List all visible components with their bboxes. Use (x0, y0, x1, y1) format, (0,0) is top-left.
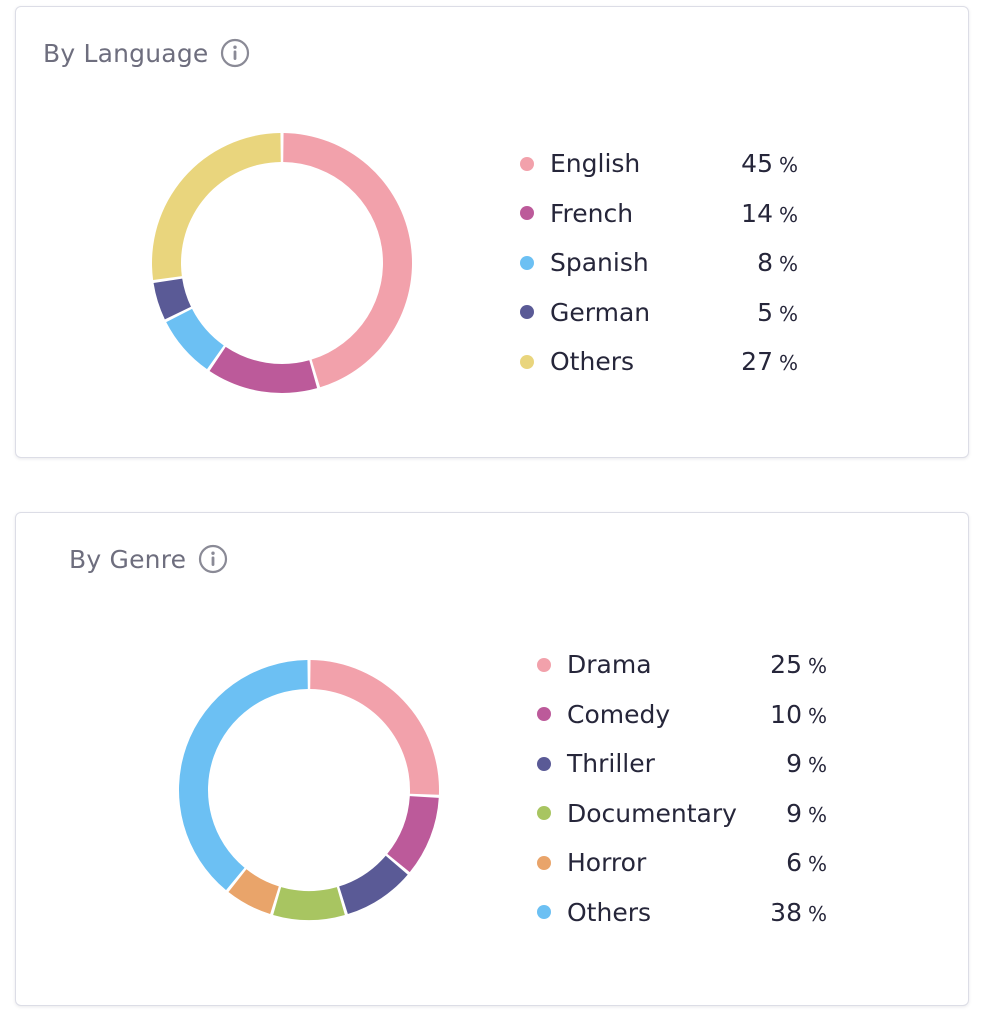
legend-value: 45% (741, 149, 798, 178)
legend-value-number: 9 (786, 798, 802, 828)
legend-value-unit: % (807, 901, 827, 926)
legend-value-unit: % (807, 802, 827, 827)
legend-value-unit: % (778, 252, 798, 277)
legend-item-others[interactable]: Others 27% (520, 337, 798, 387)
legend-label: Documentary (567, 798, 737, 828)
legend-item-documentary[interactable]: Documentary 9% (537, 789, 827, 839)
legend-value-unit: % (807, 654, 827, 679)
legend-value-number: 25 (770, 650, 802, 680)
donut-slice-spanish[interactable] (166, 308, 224, 370)
legend-value-number: 8 (757, 248, 773, 278)
legend-value-number: 6 (786, 848, 802, 878)
language-card: By Language English 45% French 14% Spanish 8%… (15, 6, 969, 458)
legend-value: 9% (786, 799, 827, 828)
legend-value-number: 9 (786, 749, 802, 779)
legend-item-drama[interactable]: Drama 25% (537, 640, 827, 690)
donut-slice-thriller[interactable] (339, 855, 408, 915)
legend-swatch (520, 305, 534, 320)
legend-value-unit: % (778, 202, 798, 227)
legend-value-unit: % (778, 351, 798, 376)
legend-value: 5% (757, 298, 798, 327)
legend-label: Spanish (550, 248, 649, 278)
donut-slice-german[interactable] (153, 278, 191, 320)
legend-value: 10% (770, 700, 827, 729)
language-card-title: By Language (43, 38, 209, 68)
legend-item-english[interactable]: English 45% (520, 139, 798, 189)
legend-value: 38% (770, 898, 827, 927)
genre-legend: Drama 25% Comedy 10% Thriller 9% Documentary 9%… (537, 640, 827, 937)
legend-value-number: 10 (770, 699, 802, 729)
legend-label: German (550, 297, 651, 327)
legend-value-unit: % (807, 753, 827, 778)
legend-swatch (537, 905, 551, 920)
legend-value: 25% (770, 650, 827, 679)
donut-slice-comedy[interactable] (387, 796, 439, 873)
legend-value-unit: % (778, 153, 798, 178)
legend-value: 6% (786, 848, 827, 877)
legend-item-horror[interactable]: Horror 6% (537, 838, 827, 888)
legend-value: 27% (741, 347, 798, 376)
legend-swatch (537, 806, 551, 821)
legend-label: Drama (567, 650, 652, 680)
legend-value: 9% (786, 749, 827, 778)
legend-item-spanish[interactable]: Spanish 8% (520, 238, 798, 288)
genre-card-header: By Genre (69, 544, 228, 574)
legend-value-number: 38 (770, 897, 802, 927)
genre-donut-chart (179, 660, 439, 920)
legend-label: English (550, 149, 641, 179)
legend-value-number: 5 (757, 297, 773, 327)
genre-card-title: By Genre (69, 544, 187, 574)
legend-label: Others (567, 897, 652, 927)
legend-value-number: 45 (741, 149, 773, 179)
legend-swatch (537, 756, 551, 771)
info-icon[interactable] (198, 544, 228, 574)
legend-swatch (537, 855, 551, 870)
legend-value-unit: % (778, 301, 798, 326)
legend-item-thriller[interactable]: Thriller 9% (537, 739, 827, 789)
legend-label: French (550, 198, 634, 228)
legend-value: 8% (757, 248, 798, 277)
legend-swatch (520, 156, 534, 171)
legend-item-german[interactable]: German 5% (520, 288, 798, 338)
legend-item-comedy[interactable]: Comedy 10% (537, 690, 827, 740)
legend-value: 14% (741, 199, 798, 228)
legend-value-number: 14 (741, 198, 773, 228)
legend-label: Others (550, 347, 635, 377)
donut-slice-others[interactable] (152, 133, 281, 280)
legend-swatch (537, 657, 551, 672)
donut-slice-horror[interactable] (228, 869, 279, 915)
legend-swatch (537, 707, 551, 722)
donut-slice-drama[interactable] (310, 660, 439, 795)
legend-item-others[interactable]: Others 38% (537, 888, 827, 938)
legend-value-number: 27 (741, 347, 773, 377)
donut-slice-others[interactable] (179, 660, 308, 891)
legend-swatch (520, 206, 534, 221)
language-donut-chart (152, 133, 412, 393)
legend-value-unit: % (807, 703, 827, 728)
legend-label: Horror (567, 848, 647, 878)
genre-card: By Genre Drama 25% Comedy 10% Thriller 9% Docu… (15, 512, 969, 1006)
legend-label: Comedy (567, 699, 671, 729)
language-card-header: By Language (43, 38, 250, 68)
donut-slice-documentary[interactable] (273, 887, 345, 920)
info-icon[interactable] (220, 38, 250, 68)
legend-swatch (520, 255, 534, 270)
legend-value-unit: % (807, 852, 827, 877)
donut-slice-french[interactable] (209, 346, 318, 393)
legend-swatch (520, 354, 534, 369)
donut-slice-english[interactable] (283, 133, 412, 388)
legend-label: Thriller (567, 749, 655, 779)
language-legend: English 45% French 14% Spanish 8% German 5% Othe… (520, 139, 798, 387)
legend-item-french[interactable]: French 14% (520, 189, 798, 239)
